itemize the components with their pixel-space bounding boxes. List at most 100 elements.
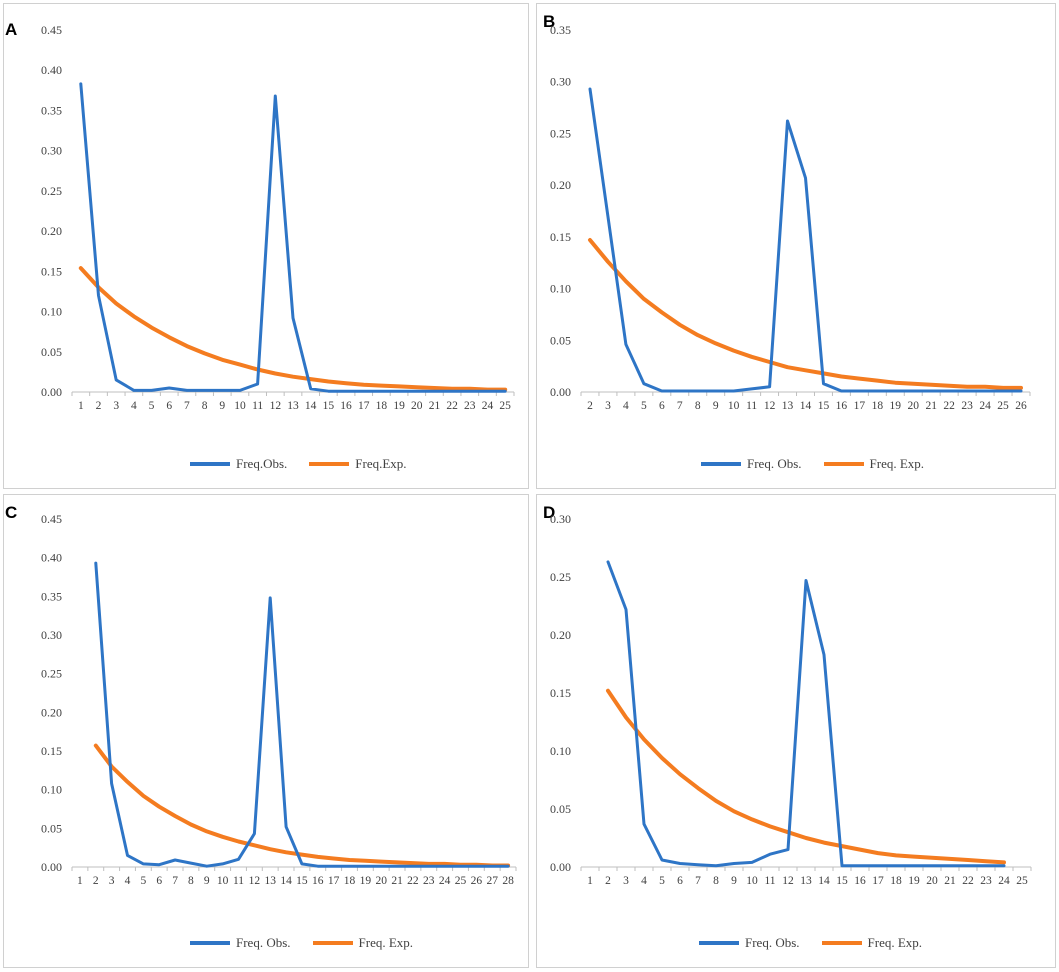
- x-tick-label: 16: [340, 400, 352, 412]
- x-tick-label: 1: [77, 875, 83, 887]
- legend-swatch-expected: [309, 462, 350, 466]
- legend-swatch-observed: [701, 462, 741, 466]
- x-tick-label: 25: [1016, 875, 1028, 887]
- x-tick-label: 13: [287, 400, 299, 412]
- y-tick-label: 0.30: [550, 75, 571, 89]
- legend-label-observed: Freq. Obs.: [745, 935, 800, 950]
- x-tick-label: 24: [998, 875, 1010, 887]
- chart-c: 1 2 3 4 5 6 7 8 9 10 11 12 13 14 15 16 17 18 19 20 21 22 23 24 2…: [41, 512, 517, 887]
- x-tick-label: 6: [659, 400, 665, 412]
- legend: Freq. Obs. Freq. Exp.: [190, 935, 435, 951]
- x-tick-label: 6: [677, 875, 683, 887]
- legend-swatch-expected: [312, 941, 353, 945]
- x-tick-label: 3: [109, 875, 115, 887]
- x-tick-label: 22: [446, 400, 458, 412]
- series-line-observed: [606, 560, 1006, 868]
- x-tick-label: 5: [140, 875, 146, 887]
- x-tick-label: 14: [280, 875, 292, 887]
- y-tick-label: 0.15: [550, 230, 571, 244]
- x-tick-label: 15: [836, 875, 848, 887]
- y-tick-label: 0.40: [41, 63, 62, 77]
- x-tick-label: 13: [800, 875, 812, 887]
- legend-label-observed: Freq. Obs.: [236, 935, 291, 950]
- y-tick-label: 0.05: [550, 802, 571, 816]
- y-tick-label: 0.35: [41, 589, 62, 603]
- x-tick-label: 2: [96, 400, 102, 412]
- x-tick-label: 11: [233, 875, 244, 887]
- x-tick-label: 10: [234, 400, 246, 412]
- y-tick-label: 0.10: [550, 282, 571, 296]
- x-tick-label: 21: [925, 400, 937, 412]
- x-tick-label: 24: [482, 400, 494, 412]
- x-tick-label: 7: [677, 400, 683, 412]
- x-tick-label: 9: [731, 875, 737, 887]
- x-tick-label: 16: [836, 400, 848, 412]
- y-tick-label: 0.00: [41, 385, 62, 399]
- x-tick-label: 3: [623, 875, 629, 887]
- y-tick-label: 0.00: [41, 860, 62, 874]
- x-tick-label: 6: [156, 875, 162, 887]
- y-tick-label: 0.15: [41, 744, 62, 758]
- x-tick-label: 12: [764, 400, 776, 412]
- y-tick-label: 0.05: [550, 333, 571, 347]
- y-tick-label: 0.05: [41, 821, 62, 835]
- x-tick-label: 12: [270, 400, 282, 412]
- x-tick-label: 13: [264, 875, 276, 887]
- legend-label-observed: Freq. Obs.: [747, 456, 802, 471]
- x-tick-label: 16: [312, 875, 324, 887]
- x-tick-label: 11: [746, 400, 757, 412]
- y-tick-label: 0.00: [550, 860, 571, 874]
- x-tick-label: 17: [854, 400, 866, 412]
- x-tick-label: 19: [890, 400, 902, 412]
- y-tick-label: 0.10: [41, 783, 62, 797]
- y-tick-label: 0.15: [41, 264, 62, 278]
- x-tick-label: 18: [890, 875, 902, 887]
- legend-label-observed: Freq.Obs.: [236, 456, 288, 471]
- y-tick-label: 0.10: [41, 305, 62, 319]
- x-tick-label: 12: [782, 875, 794, 887]
- x-tick-label: 21: [429, 400, 441, 412]
- x-tick-label: 7: [184, 400, 190, 412]
- x-tick-label: 14: [800, 400, 812, 412]
- x-tick-label: 23: [961, 400, 973, 412]
- x-tick-label: 8: [695, 400, 701, 412]
- y-tick-label: 0.30: [550, 512, 571, 526]
- x-tick-label: 7: [695, 875, 701, 887]
- x-tick-label: 19: [908, 875, 920, 887]
- x-tick-label: 17: [358, 400, 370, 412]
- series-line-expected: [588, 238, 1023, 390]
- y-tick-label: 0.25: [41, 184, 62, 198]
- panel-label: D: [543, 503, 556, 522]
- x-tick-label: 15: [296, 875, 308, 887]
- y-tick-label: 0.25: [550, 570, 571, 584]
- y-tick-label: 0.20: [550, 628, 571, 642]
- x-tick-label: 20: [411, 400, 423, 412]
- x-tick-label: 9: [204, 875, 210, 887]
- y-tick-label: 0.20: [41, 705, 62, 719]
- series-line-observed: [588, 87, 1023, 393]
- x-tick-label: 22: [962, 875, 974, 887]
- x-tick-label: 25: [997, 400, 1009, 412]
- x-tick-label: 10: [746, 875, 758, 887]
- x-tick-label: 23: [464, 400, 476, 412]
- x-tick-label: 20: [908, 400, 920, 412]
- x-tick-label: 7: [172, 875, 178, 887]
- y-tick-label: 0.35: [550, 23, 571, 37]
- x-tick-label: 22: [943, 400, 955, 412]
- legend-label-expected: Freq. Exp.: [867, 935, 923, 950]
- y-tick-label: 0.25: [550, 126, 571, 140]
- x-tick-label: 27: [486, 875, 498, 887]
- x-tick-label: 23: [423, 875, 435, 887]
- x-tick-label: 4: [641, 875, 647, 887]
- panel-label: B: [543, 12, 556, 31]
- y-tick-label: 0.25: [41, 667, 62, 681]
- panel-a: A 1 2 3 4 5 6 7 8 9 10 11 12 13 14 15 16 17 18 19 20 21 22 23 2…: [3, 3, 529, 489]
- x-tick-label: 3: [113, 400, 119, 412]
- y-tick-label: 0.20: [41, 224, 62, 238]
- x-tick-label: 8: [713, 875, 719, 887]
- x-tick-label: 17: [872, 875, 884, 887]
- x-tick-label: 19: [393, 400, 405, 412]
- x-tick-label: 6: [166, 400, 172, 412]
- x-tick-label: 18: [376, 400, 388, 412]
- x-tick-label: 23: [980, 875, 992, 887]
